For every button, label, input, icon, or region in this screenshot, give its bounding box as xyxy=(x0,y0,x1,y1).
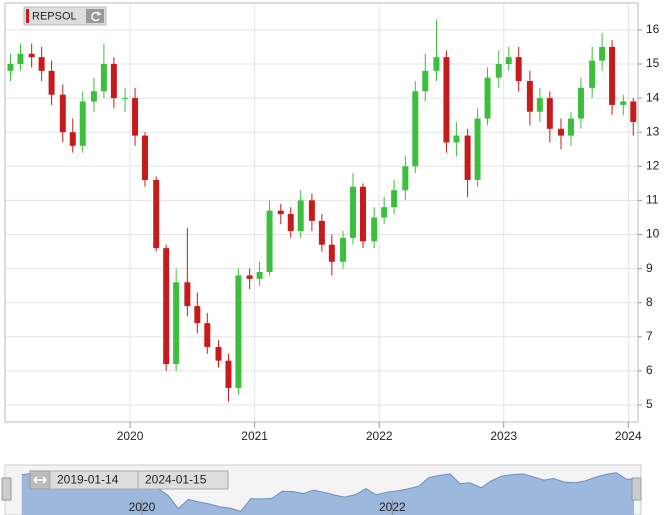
candle-body xyxy=(350,186,357,238)
y-tick-label: 6 xyxy=(646,363,653,377)
axes: 5 6 7 8 9 10 11 12 13 14 15 16 2020 2021 2022 2023 2024 xyxy=(117,22,660,443)
x-tick-label: 2023 xyxy=(490,429,517,443)
candle-body xyxy=(464,135,471,180)
candle-body xyxy=(359,186,366,242)
candle-body xyxy=(453,135,460,143)
candle-body xyxy=(122,98,129,100)
candle-body xyxy=(277,210,284,215)
candle-body xyxy=(287,214,294,232)
candle-body xyxy=(308,200,315,221)
candle-body xyxy=(515,57,522,82)
candle-body xyxy=(235,275,242,388)
candle-body xyxy=(48,70,55,95)
legend[interactable]: REPSOL xyxy=(23,6,107,26)
candle-body xyxy=(59,94,66,133)
navigator-axis: 2020 2022 xyxy=(129,500,406,515)
candle-body xyxy=(422,70,429,92)
candle-body xyxy=(7,63,14,71)
y-tick-label: 10 xyxy=(646,227,660,241)
navigator-tick-label: 2022 xyxy=(379,500,406,514)
candle-body xyxy=(391,190,398,208)
range-start: 2019-01-14 xyxy=(57,473,119,487)
candle-body xyxy=(567,118,574,136)
candle-body xyxy=(546,98,553,129)
y-tick-label: 13 xyxy=(646,124,660,138)
candle-body xyxy=(79,101,86,146)
candle-body xyxy=(28,53,35,58)
x-tick-label: 2022 xyxy=(366,429,393,443)
candle-body xyxy=(318,220,325,245)
legend-swatch xyxy=(26,9,29,23)
candle-body xyxy=(589,60,596,88)
candle-body xyxy=(266,210,273,273)
candle-body xyxy=(204,323,211,348)
candle-body xyxy=(599,46,606,61)
y-tick-label: 5 xyxy=(646,397,653,411)
y-tick-label: 11 xyxy=(646,193,659,207)
candle-body xyxy=(17,53,24,64)
candle-body xyxy=(340,237,347,262)
y-tick-label: 16 xyxy=(646,22,660,36)
x-tick-label: 2024 xyxy=(615,429,642,443)
legend-box xyxy=(23,6,107,26)
navigator-handle-left[interactable] xyxy=(1,477,12,501)
candle-body xyxy=(505,57,512,64)
navigator-tick-label: 2020 xyxy=(129,500,156,514)
x-tick-label: 2020 xyxy=(117,429,144,443)
candle-body xyxy=(90,91,97,102)
y-tick-label: 7 xyxy=(646,329,653,343)
candle-body xyxy=(184,282,191,307)
candle-body xyxy=(558,128,565,136)
candle-body xyxy=(328,244,335,262)
candle-body xyxy=(630,101,637,122)
candle-body xyxy=(371,217,378,242)
candle-body xyxy=(474,118,481,180)
range-end: 2024-01-15 xyxy=(145,473,207,487)
candle-body xyxy=(215,347,222,361)
y-tick-label: 15 xyxy=(646,56,660,70)
refresh-icon xyxy=(91,11,102,22)
candle-body xyxy=(163,248,170,365)
candle-body xyxy=(609,46,616,105)
plot xyxy=(7,19,637,402)
candle-body xyxy=(225,360,232,388)
refresh-button[interactable] xyxy=(86,9,104,23)
range-icon xyxy=(33,476,47,484)
candle-body xyxy=(173,282,180,365)
candle-body xyxy=(100,63,107,92)
candle-body xyxy=(69,132,76,146)
x-tick-label: 2021 xyxy=(241,429,268,443)
plot-frame xyxy=(4,2,639,423)
legend-label: REPSOL xyxy=(32,10,77,22)
candle-body xyxy=(402,166,409,191)
candle-body xyxy=(246,275,253,279)
candle-body xyxy=(256,272,263,279)
y-tick-label: 14 xyxy=(646,90,660,104)
candle-body xyxy=(110,63,117,99)
candle-body xyxy=(526,81,533,112)
candle-body xyxy=(412,91,419,167)
y-tick-label: 12 xyxy=(646,158,660,172)
candle-body xyxy=(577,87,584,119)
y-tick-label: 9 xyxy=(646,261,653,275)
candle-body xyxy=(381,207,388,218)
candle-body xyxy=(153,179,160,249)
candle-body xyxy=(38,57,45,71)
range-end-box[interactable] xyxy=(137,470,229,490)
candle-body xyxy=(433,57,440,71)
candle-body xyxy=(536,98,543,112)
candle-body xyxy=(495,63,502,78)
candle-body xyxy=(132,98,139,136)
y-tick-label: 8 xyxy=(646,295,653,309)
candle-body xyxy=(194,306,201,324)
candle-body xyxy=(620,101,627,105)
candle-body xyxy=(297,200,304,232)
candle-body xyxy=(142,135,148,180)
candle-body xyxy=(484,77,491,119)
range-selector[interactable]: 2019-01-14 2024-01-15 xyxy=(29,470,229,490)
candle-body xyxy=(443,57,450,143)
navigator-handle-right[interactable] xyxy=(631,477,642,501)
